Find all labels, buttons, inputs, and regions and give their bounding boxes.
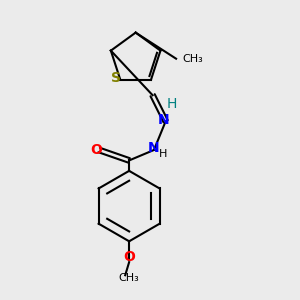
Text: N: N	[158, 113, 170, 127]
Text: CH₃: CH₃	[119, 273, 140, 283]
Text: H: H	[159, 149, 167, 159]
Text: CH₃: CH₃	[183, 54, 203, 64]
Text: O: O	[90, 143, 102, 157]
Text: H: H	[167, 97, 177, 111]
Text: N: N	[148, 141, 160, 155]
Text: S: S	[111, 71, 121, 85]
Text: O: O	[123, 250, 135, 264]
